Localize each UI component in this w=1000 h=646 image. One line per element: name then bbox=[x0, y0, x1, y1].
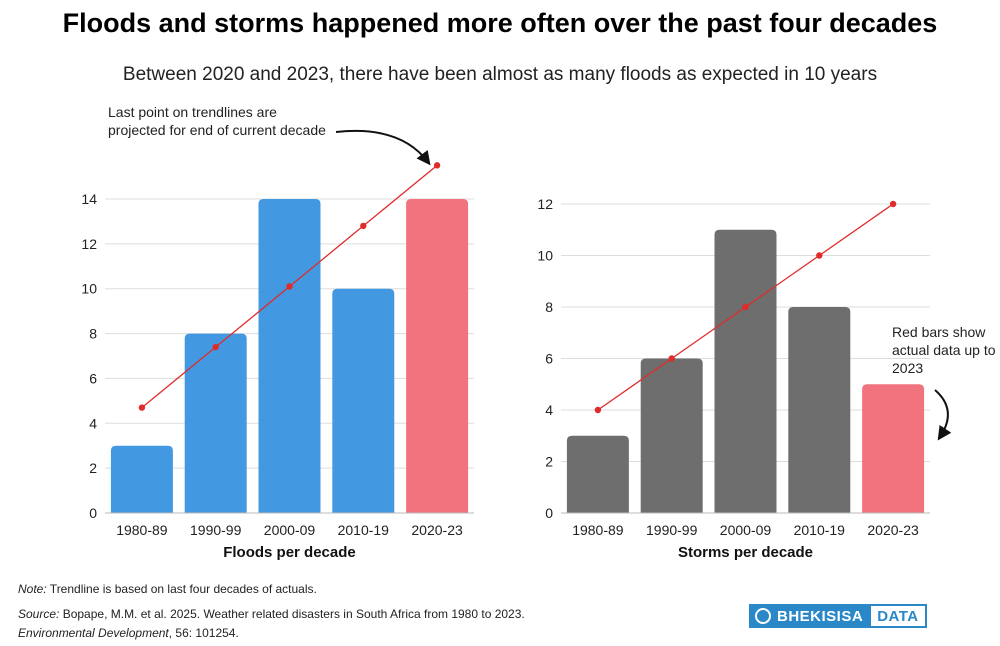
floods-ytick-12: 12 bbox=[81, 236, 97, 252]
annotation-red-bars: Red bars show actual data up to 2023 bbox=[892, 324, 996, 376]
floods-bar-1990-99 bbox=[184, 333, 247, 513]
storms-bar-2000-09 bbox=[714, 229, 777, 513]
storms-trend-point-2020-23 bbox=[889, 200, 897, 208]
storms-ytick-2: 2 bbox=[545, 454, 553, 470]
floods-ytick-6: 6 bbox=[89, 370, 97, 386]
storms-bar-2010-19 bbox=[788, 307, 851, 513]
storms-ytick-10: 10 bbox=[537, 248, 553, 264]
floods-ytick-2: 2 bbox=[89, 460, 97, 476]
journal-details: , 56: 101254. bbox=[168, 626, 239, 640]
storms-xaxis-label: Storms per decade bbox=[678, 544, 813, 561]
storms-bar-2020-23 bbox=[862, 384, 925, 513]
floods-bar-1980-89 bbox=[110, 445, 173, 513]
floods-xtick-2010-19: 2010-19 bbox=[338, 522, 390, 538]
storms-ytick-4: 4 bbox=[545, 402, 553, 418]
floods-xaxis-label: Floods per decade bbox=[223, 544, 356, 561]
storms-bar-1990-99 bbox=[640, 358, 703, 513]
floods-ytick-10: 10 bbox=[81, 281, 97, 297]
floods-xtick-1980-89: 1980-89 bbox=[116, 522, 168, 538]
journal-name: Environmental Development bbox=[18, 626, 169, 640]
storms-ytick-0: 0 bbox=[545, 505, 553, 521]
storms-trend-point-2000-09 bbox=[742, 303, 749, 311]
storms-xtick-2020-23: 2020-23 bbox=[867, 522, 919, 538]
annotation-arrow-left bbox=[335, 129, 431, 166]
floods-ytick-0: 0 bbox=[89, 505, 97, 521]
floods-trend-point-2000-09 bbox=[286, 283, 293, 290]
logo-right-text: DATA bbox=[877, 607, 919, 625]
source-line: Source: Bopape, M.M. et al. 2025. Weathe… bbox=[18, 607, 525, 621]
storms-trend-point-2010-19 bbox=[816, 252, 823, 259]
chart-title: Floods and storms happened more often ov… bbox=[62, 8, 938, 38]
floods-trend-point-2020-23 bbox=[433, 162, 441, 169]
journal-line: Environmental Development, 56: 101254. bbox=[18, 626, 239, 640]
note-text: Trendline is based on last four decades … bbox=[46, 582, 317, 596]
floods-chart: 0 2 4 6 8 10 12 14 1980-89 1990-99 2000-09 2010-19 2… bbox=[81, 162, 474, 561]
floods-trend-point-2010-19 bbox=[360, 222, 367, 230]
logo-right-block: DATA bbox=[871, 604, 927, 628]
floods-xtick-1990-99: 1990-99 bbox=[190, 522, 242, 538]
logo-left-text: BHEKISISA bbox=[777, 607, 864, 625]
annotation-trendline: Last point on trendlines are projected f… bbox=[108, 104, 326, 138]
source-label: Source: bbox=[18, 607, 60, 621]
floods-bar-2010-19 bbox=[332, 288, 395, 513]
note-line: Note: Trendline is based on last four de… bbox=[18, 582, 317, 596]
storms-xtick-1980-89: 1980-89 bbox=[572, 522, 624, 538]
floods-bar-2020-23 bbox=[406, 199, 469, 513]
annotation-arrow-right bbox=[934, 389, 952, 441]
floods-ytick-8: 8 bbox=[89, 326, 97, 342]
floods-trend-point-1980-89 bbox=[138, 404, 146, 411]
logo-left-block: BHEKISISA bbox=[749, 604, 872, 628]
note-label: Note: bbox=[18, 582, 47, 596]
magnifier-icon bbox=[755, 608, 771, 624]
storms-xtick-2010-19: 2010-19 bbox=[794, 522, 846, 538]
floods-ytick-14: 14 bbox=[81, 191, 97, 207]
storms-chart: 0 2 4 6 8 10 12 1980-89 1990-99 2000-09 2010-19 202… bbox=[537, 196, 930, 561]
chart-subtitle: Between 2020 and 2023, there have been a… bbox=[122, 64, 878, 85]
storms-ytick-8: 8 bbox=[545, 299, 553, 315]
storms-ytick-6: 6 bbox=[545, 351, 553, 367]
floods-bar-2000-09 bbox=[258, 199, 321, 513]
floods-xtick-2000-09: 2000-09 bbox=[264, 522, 316, 538]
storms-xtick-1990-99: 1990-99 bbox=[646, 522, 698, 538]
storms-bar-1980-89 bbox=[566, 435, 629, 513]
storms-trend-point-1980-89 bbox=[594, 406, 602, 414]
floods-ytick-4: 4 bbox=[89, 415, 97, 431]
source-text: Bopape, M.M. et al. 2025. Weather relate… bbox=[59, 607, 525, 621]
storms-xtick-2000-09: 2000-09 bbox=[720, 522, 772, 538]
storms-trend-point-1990-99 bbox=[668, 355, 675, 362]
floods-xtick-2020-23: 2020-23 bbox=[411, 522, 463, 538]
storms-ytick-12: 12 bbox=[537, 196, 553, 212]
floods-trend-point-1990-99 bbox=[212, 343, 219, 351]
bhekisisa-logo: BHEKISISA DATA bbox=[749, 604, 983, 628]
